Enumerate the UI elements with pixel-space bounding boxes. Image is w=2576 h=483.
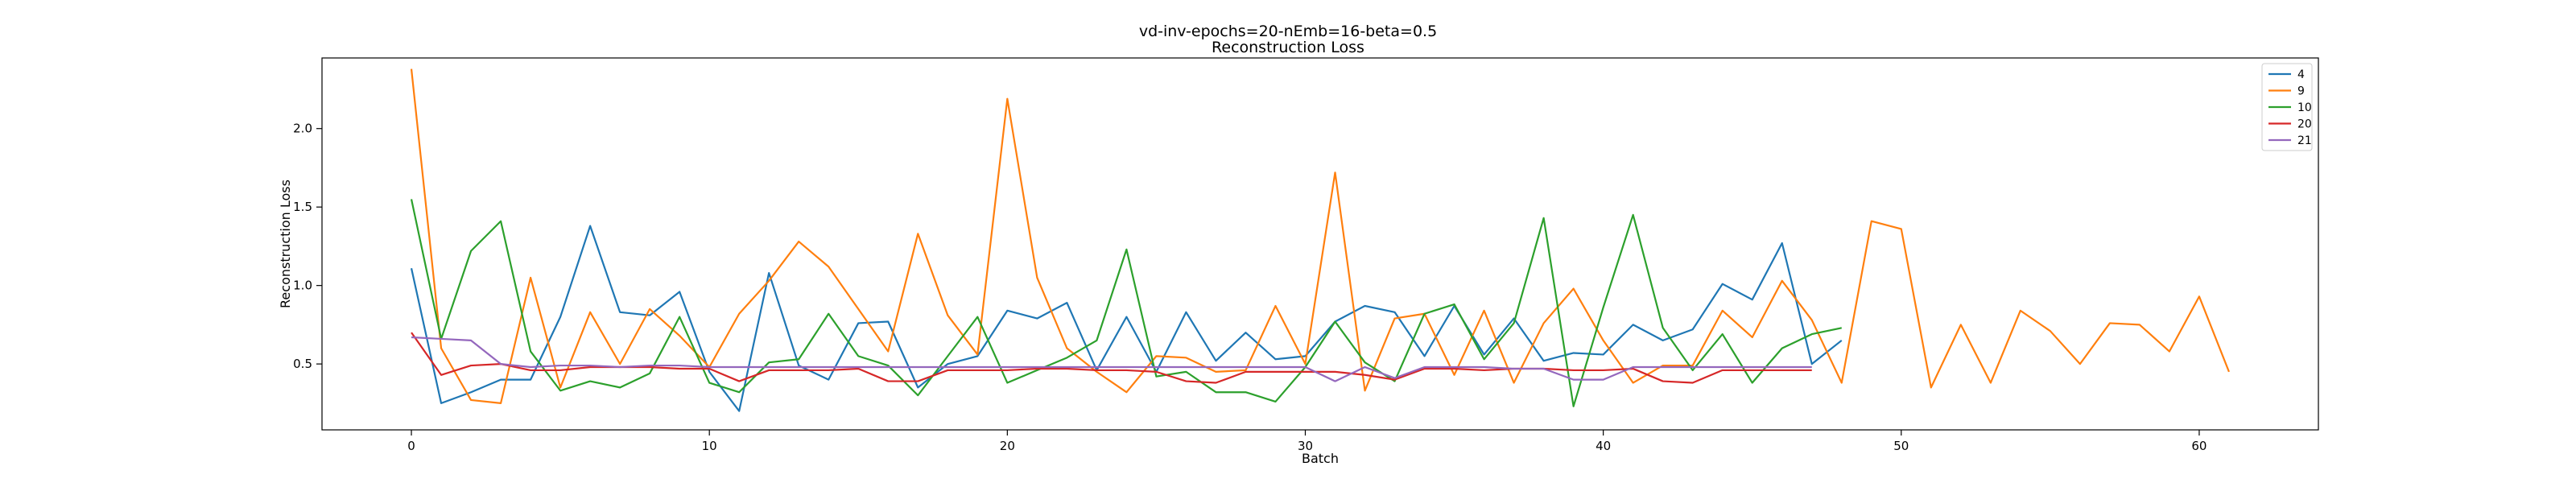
x-tick-label: 10: [702, 439, 717, 453]
series-layer: [410, 68, 2230, 412]
y-tick-label: 2.0: [293, 122, 312, 136]
legend: 4 9 10 20 21: [2261, 63, 2313, 151]
legend-label-21: 21: [2297, 134, 2312, 147]
series-line-21: [411, 336, 1812, 382]
series-line-4: [410, 225, 1843, 412]
y-tick-label: 1.5: [293, 200, 312, 214]
plot-frame: [321, 57, 2319, 431]
y-axis-label: Reconstruction Loss: [278, 180, 293, 308]
series-line-20: [411, 332, 1812, 384]
x-tick-label: 50: [1893, 439, 1909, 453]
y-tick-label: 0.5: [293, 357, 312, 371]
legend-label-9: 9: [2297, 85, 2305, 98]
legend-label-4: 4: [2297, 68, 2305, 81]
series-line-10: [410, 199, 1842, 407]
x-tick-label: 40: [1596, 439, 1611, 453]
x-tick-label: 20: [1000, 439, 1015, 453]
x-axis-label: Batch: [1302, 451, 1339, 466]
y-tick-label: 1.0: [293, 279, 312, 293]
x-tick-label: 60: [2191, 439, 2207, 453]
chart-subtitle: Reconstruction Loss: [1212, 39, 1364, 56]
x-tick-label: 0: [407, 439, 415, 453]
legend-label-20: 20: [2297, 118, 2312, 131]
series-line-9: [410, 68, 2230, 404]
legend-label-10: 10: [2297, 101, 2312, 114]
x-tick-label: 30: [1298, 439, 1313, 453]
chart-title: vd-inv-epochs=20-nEmb=16-beta=0.5: [1139, 23, 1437, 40]
axis-ticks: 0 10 20 30 40 50 60 0.5 1.0 1.5 2.0: [293, 122, 2207, 453]
